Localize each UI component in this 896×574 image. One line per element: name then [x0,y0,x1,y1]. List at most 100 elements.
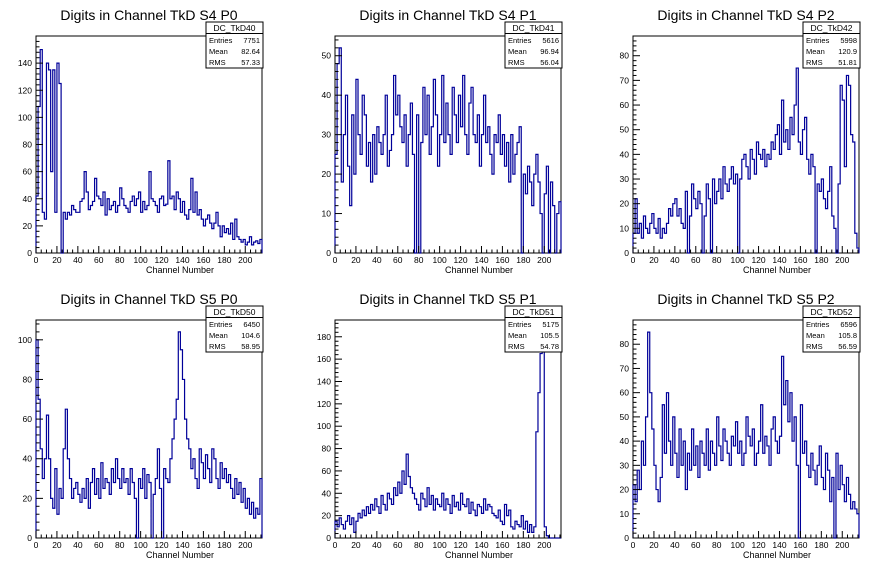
stats-box-frame [802,305,861,353]
y-tick-label: 0 [326,248,331,258]
stats-rms-value: 54.78 [540,342,559,351]
stats-entries-value: 6450 [243,320,260,329]
x-tick-label: 40 [372,540,382,550]
stats-rms-label: RMS [806,342,823,351]
x-tick-label: 100 [134,540,148,550]
x-tick-label: 60 [691,255,701,265]
stats-box-frame [504,305,563,353]
stats-rms-label: RMS [209,58,226,67]
stats-mean-label: Mean [209,47,228,56]
x-tick-label: 160 [196,255,210,265]
stats-box-frame [205,305,264,353]
stats-mean-value: 82.64 [241,47,260,56]
stats-mean-value: 105.8 [838,331,857,340]
y-tick-label: 30 [620,460,630,470]
x-tick-label: 0 [34,540,39,550]
y-tick-label: 120 [317,399,331,409]
stats-mean-label: Mean [508,331,527,340]
x-axis-label: Channel Number [743,550,811,560]
chart-title: Digits in Channel TkD S5 P2 [657,291,834,307]
chart-title: Digits in Channel TkD S5 P1 [359,291,536,307]
y-tick-label: 50 [620,125,630,135]
x-tick-label: 80 [115,540,125,550]
stats-box-frame [504,21,563,69]
chart-title: Digits in Channel TkD S4 P0 [60,7,237,23]
x-tick-label: 180 [217,255,231,265]
x-tick-label: 0 [333,540,338,550]
y-tick-label: 60 [620,388,630,398]
y-tick-label: 40 [23,454,33,464]
y-tick-label: 20 [23,493,33,503]
x-tick-label: 20 [649,540,659,550]
x-tick-label: 60 [393,255,403,265]
stats-mean-label: Mean [209,331,228,340]
x-tick-label: 160 [495,540,509,550]
y-tick-label: 80 [620,339,630,349]
x-tick-label: 0 [631,540,636,550]
stats-rms-value: 51.81 [838,58,857,67]
x-axis-label: Channel Number [743,265,811,275]
stats-mean-label: Mean [806,47,825,56]
y-tick-label: 20 [620,199,630,209]
x-axis-label: Channel Number [445,550,513,560]
y-tick-label: 0 [624,533,629,543]
x-tick-label: 60 [94,540,104,550]
x-axis-label: Channel Number [146,550,214,560]
x-tick-label: 60 [393,540,403,550]
x-tick-label: 180 [814,540,828,550]
x-axis-label: Channel Number [146,265,214,275]
stats-mean-value: 120.9 [838,47,857,56]
stats-rms-value: 57.33 [241,58,260,67]
y-tick-label: 20 [620,485,630,495]
x-tick-label: 120 [453,255,467,265]
y-tick-label: 180 [317,332,331,342]
stats-box: DC_TkD50 Entries 6450 Mean 104.6 RMS 58.95 [205,305,264,353]
x-tick-label: 20 [52,540,62,550]
plot-frame [35,319,263,539]
x-tick-label: 200 [835,540,849,550]
stats-entries-label: Entries [806,36,830,45]
x-tick-label: 160 [196,540,210,550]
y-tick-label: 0 [624,248,629,258]
stats-rms-value: 56.04 [540,58,559,67]
stats-entries-label: Entries [508,36,532,45]
stats-rms-label: RMS [508,58,525,67]
x-tick-label: 160 [793,540,807,550]
x-tick-label: 140 [772,255,786,265]
x-tick-label: 40 [372,255,382,265]
stats-mean-label: Mean [806,331,825,340]
stats-name: DC_TkD50 [213,307,255,317]
histogram-series-line [35,48,263,254]
x-tick-label: 80 [414,540,424,550]
y-tick-label: 60 [322,466,332,476]
y-tick-label: 80 [23,140,33,150]
x-tick-label: 40 [73,540,83,550]
y-tick-label: 100 [18,335,32,345]
x-tick-label: 160 [793,255,807,265]
stats-name: DC_TkD42 [810,23,852,33]
stats-entries-label: Entries [508,320,532,329]
plot-frame [334,319,562,539]
y-tick-label: 120 [18,85,32,95]
x-tick-label: 120 [751,255,765,265]
y-tick-label: 30 [322,130,332,140]
y-tick-label: 60 [23,167,33,177]
x-tick-label: 80 [712,540,722,550]
stats-entries-value: 7751 [243,36,260,45]
histogram-panel: Digits in Channel TkD S5 P0 0 20 40 60 80 100 1… [18,291,264,560]
stats-rms-value: 58.95 [241,342,260,351]
y-tick-label: 140 [317,376,331,386]
x-tick-label: 0 [631,255,636,265]
histogram-series-line [632,67,860,254]
x-tick-label: 20 [649,255,659,265]
stats-entries-value: 5998 [840,36,857,45]
x-tick-label: 20 [351,255,361,265]
x-tick-label: 200 [537,540,551,550]
histogram-panel: Digits in Channel TkD S4 P20 20 40 60 80 100 1… [620,7,861,275]
x-tick-label: 140 [175,540,189,550]
y-tick-label: 80 [620,51,630,61]
y-tick-label: 40 [322,90,332,100]
x-tick-label: 140 [772,540,786,550]
x-tick-label: 100 [433,255,447,265]
